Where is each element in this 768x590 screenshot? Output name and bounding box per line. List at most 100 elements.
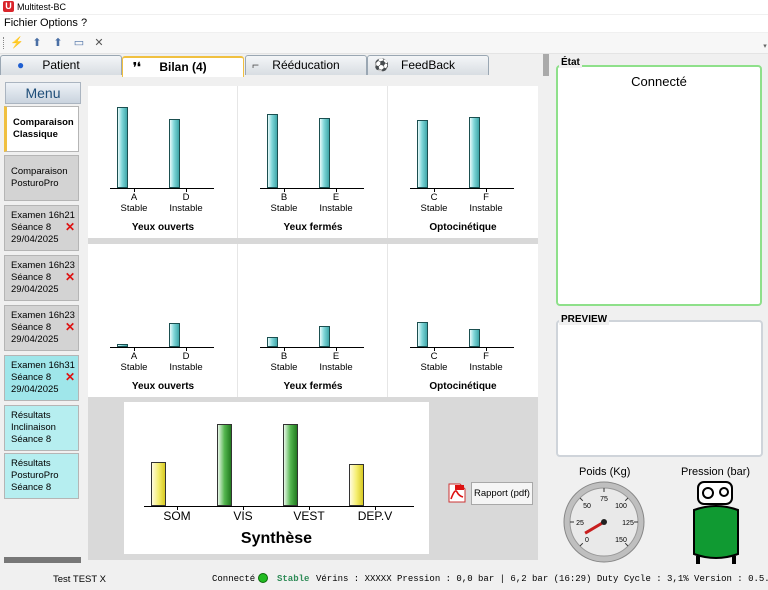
title-bar: U Multitest-BC bbox=[0, 0, 768, 14]
chart-axis bbox=[110, 188, 214, 189]
ball-icon: ⚽ bbox=[374, 58, 389, 72]
synthesis-tick bbox=[243, 506, 244, 510]
poids-label: Poids (Kg) bbox=[579, 466, 631, 478]
etat-title: État bbox=[559, 57, 582, 68]
remove-icon[interactable]: ✕ bbox=[64, 220, 75, 234]
splitter[interactable] bbox=[543, 54, 549, 76]
synthesis-bar bbox=[349, 464, 364, 506]
app-logo-icon: U bbox=[3, 1, 14, 12]
chart-bar bbox=[117, 107, 128, 188]
sidebar-item-label: Examen 16h23 bbox=[11, 310, 75, 321]
synthesis-bar bbox=[283, 424, 298, 506]
chart-category-label: B Stable bbox=[270, 192, 298, 214]
chart-category-label: E Instable bbox=[319, 351, 353, 373]
tab-bilan[interactable]: ❜❛ Bilan (4) bbox=[122, 56, 244, 77]
pdf-icon[interactable] bbox=[446, 482, 468, 504]
toolbar-overflow-icon[interactable]: ▾ bbox=[763, 43, 767, 50]
chart-category-label: F Instable bbox=[469, 192, 503, 214]
chart-axis bbox=[260, 347, 364, 348]
sidebar-item-label: Séance 8 bbox=[11, 372, 52, 383]
remove-icon[interactable]: ✕ bbox=[64, 370, 75, 384]
menu-fichier[interactable]: Fichier bbox=[4, 17, 38, 29]
sidebar-item[interactable]: Comparaison PosturoPro bbox=[4, 155, 79, 201]
gauge-tick bbox=[624, 497, 629, 502]
connection-label: Connecté bbox=[212, 574, 256, 584]
synthesis-bar bbox=[151, 462, 166, 506]
chart-category-label: D Instable bbox=[169, 192, 203, 214]
synthesis-tick bbox=[309, 506, 310, 510]
chart-bar bbox=[417, 120, 428, 188]
sidebar-item-label: Résultats bbox=[11, 410, 51, 421]
chart-category-label: C Stable bbox=[420, 351, 448, 373]
synthesis-category-label: DEP.V bbox=[357, 509, 393, 523]
synthesis-tick bbox=[177, 506, 178, 510]
pression-label: Pression (bar) bbox=[681, 466, 751, 478]
chart-tick bbox=[336, 188, 337, 192]
chart-bar bbox=[417, 322, 428, 347]
toolbar: ⚡ ⬆ ⬆ ▭ ✕ ▾ bbox=[0, 33, 768, 54]
tools-icon[interactable]: ✕ bbox=[94, 37, 104, 49]
tab-feedback[interactable]: ⚽ FeedBack bbox=[367, 55, 489, 75]
sidebar-item-label: Séance 8 bbox=[11, 222, 52, 233]
sidebar-item[interactable]: Examen 16h31 Séance 8 29/04/2025 ✕ bbox=[4, 355, 79, 401]
export-icon[interactable]: ⬆ bbox=[53, 37, 63, 49]
divider bbox=[88, 238, 538, 244]
chart-axis bbox=[410, 347, 514, 348]
connect-icon[interactable]: ⚡ bbox=[10, 37, 24, 49]
sidebar-item-label: Séance 8 bbox=[11, 482, 52, 493]
synthesis-title: Synthèse bbox=[240, 530, 313, 547]
sidebar-item[interactable]: Examen 16h21 Séance 8 29/04/2025 ✕ bbox=[4, 205, 79, 251]
gauge-tick-label: 50 bbox=[583, 503, 591, 510]
report-pdf-button[interactable]: Rapport (pdf) bbox=[471, 482, 533, 505]
remove-icon[interactable]: ✕ bbox=[64, 320, 75, 334]
sidebar-scrollbar[interactable] bbox=[4, 557, 81, 563]
toolbar-grip bbox=[3, 37, 6, 49]
sidebar-item-label: 29/04/2025 bbox=[11, 234, 59, 245]
gauge-tick-label: 75 bbox=[600, 496, 608, 503]
sidebar-item-label: 29/04/2025 bbox=[11, 334, 59, 345]
synthesis-category-label: VEST bbox=[293, 509, 325, 523]
sidebar-item-label: PosturoPro bbox=[11, 178, 59, 189]
preview-title: PREVIEW bbox=[559, 314, 610, 325]
gauge-tick bbox=[624, 542, 629, 547]
synthesis-category-label: VIS bbox=[233, 509, 253, 523]
etat-box: Connecté bbox=[556, 65, 762, 306]
chart-tick bbox=[134, 347, 135, 351]
sidebar-item[interactable]: Comparaison Classique bbox=[4, 106, 79, 152]
chart-bar bbox=[267, 114, 278, 188]
import-icon[interactable]: ⬆ bbox=[32, 37, 42, 49]
compressor-icon bbox=[686, 478, 746, 566]
chart-bar bbox=[169, 119, 180, 188]
menu-options[interactable]: Options bbox=[40, 17, 78, 29]
sidebar-item-label: Examen 16h21 bbox=[11, 210, 75, 221]
chart-category-label: A Stable bbox=[120, 351, 148, 373]
boot-icon: ⌐ bbox=[252, 58, 260, 72]
chart-category-label: C Stable bbox=[420, 192, 448, 214]
remove-icon[interactable]: ✕ bbox=[64, 270, 75, 284]
chart-title: Yeux fermés bbox=[283, 381, 343, 392]
status-bar: Test TEST X Connecté Stable Vérins : XXX… bbox=[0, 568, 768, 590]
sidebar-item[interactable]: Résultats PosturoPro Séance 8 bbox=[4, 453, 79, 499]
sidebar-item-label: Comparaison bbox=[13, 117, 74, 128]
sidebar-item-label: Comparaison bbox=[11, 166, 68, 177]
open-folder-icon[interactable]: ▭ bbox=[73, 37, 85, 49]
menu-help[interactable]: ? bbox=[81, 17, 88, 29]
sidebar-item[interactable]: Examen 16h23 Séance 8 29/04/2025 ✕ bbox=[4, 255, 79, 301]
chart-tick bbox=[134, 188, 135, 192]
tab-patient[interactable]: ● Patient bbox=[0, 55, 122, 75]
chart-tick bbox=[486, 188, 487, 192]
chart-category-label: F Instable bbox=[469, 351, 503, 373]
tab-reeducation[interactable]: ⌐ Rééducation bbox=[245, 55, 367, 75]
sidebar-item[interactable]: Examen 16h23 Séance 8 29/04/2025 ✕ bbox=[4, 305, 79, 351]
gauge-hub bbox=[601, 519, 607, 525]
synthesis-category-label: SOM bbox=[163, 509, 191, 523]
sidebar-title: Menu bbox=[5, 82, 81, 104]
sidebar-item-label: Séance 8 bbox=[11, 272, 52, 283]
chart-bar bbox=[169, 323, 180, 347]
gauge-tick-label: 150 bbox=[615, 537, 627, 544]
sidebar-item[interactable]: Résultats Inclinaison Séance 8 bbox=[4, 405, 79, 451]
synthesis-axis bbox=[144, 506, 414, 507]
gauge-tick-label: 100 bbox=[615, 503, 627, 510]
preview-box bbox=[556, 320, 763, 457]
sidebar-item-label: 29/04/2025 bbox=[11, 284, 59, 295]
